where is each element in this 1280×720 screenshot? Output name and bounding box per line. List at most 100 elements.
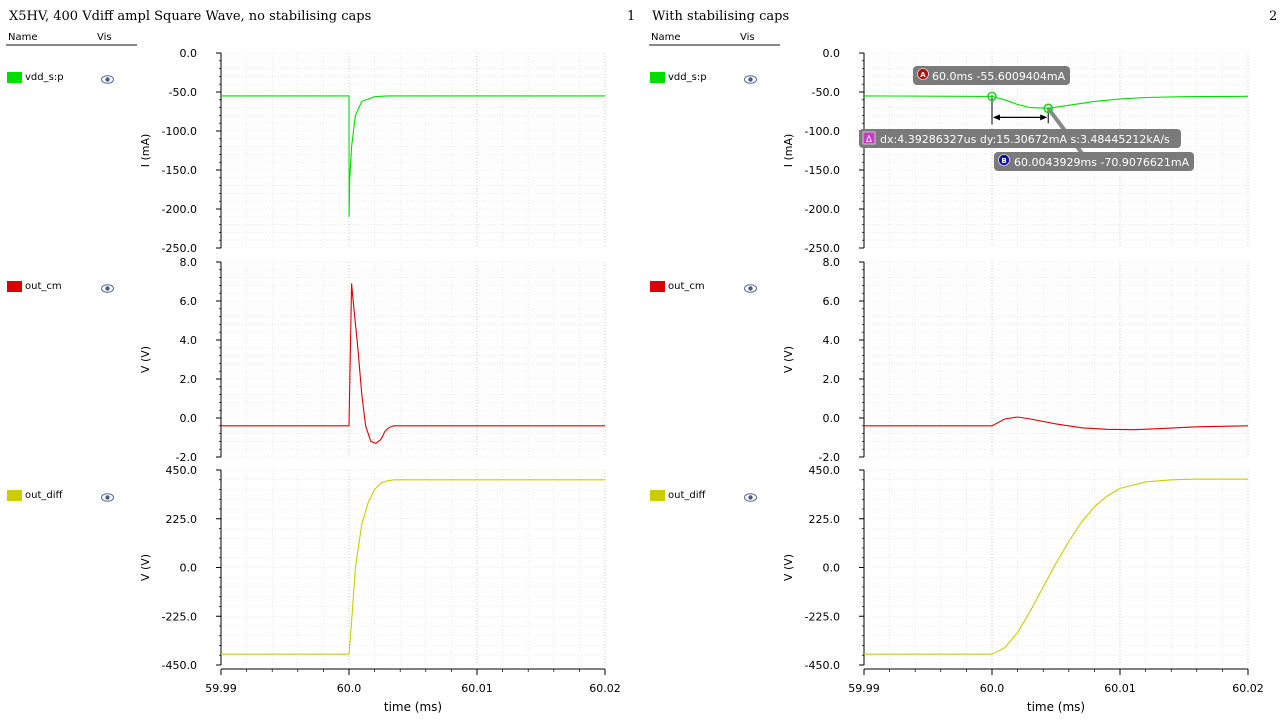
marker-b-label: 60.0043929ms -70.9076621mA [1014,156,1190,169]
legend-2-divider [649,44,780,46]
legend-2-vis-header: Vis [740,32,755,43]
legend-label: out_diff [668,490,706,501]
y-axis-label: V (V) [139,554,152,581]
x-tick-label: 60.01 [461,682,493,695]
y-tick-label: 0.0 [823,412,841,425]
y-tick-label: 4.0 [823,334,841,347]
delta-arrow-head-right [1040,114,1048,121]
y-tick-label: 450.0 [166,464,198,477]
legend-2-item-vdd[interactable]: vdd_s:p [650,72,707,83]
panel-2-number: 2 [1269,9,1278,24]
y-tick-label: -250.0 [805,242,840,255]
x-tick-label: 60.01 [1104,682,1136,695]
y-tick-label: 0.0 [823,47,841,60]
y-tick-label: 0.0 [180,47,198,60]
marker-a-badge [917,68,929,80]
y-tick-label: 8.0 [823,256,841,269]
y-axis-label: V (V) [782,554,795,581]
marker-b-dot [1047,107,1050,110]
panel-2-title: With stabilising caps [652,9,790,24]
legend-swatch [650,281,665,292]
x-tick-label: 60.0 [980,682,1005,695]
x-tick-label: 60.02 [1232,682,1264,695]
marker-b-badge [998,154,1010,166]
legend-1-item-outcm[interactable]: out_cm [7,281,62,292]
legend-1-item-vdd[interactable]: vdd_s:p [7,72,64,83]
waveform-trace [221,479,605,655]
y-tick-label: 6.0 [180,295,198,308]
y-axis-label: I (mA) [139,134,152,168]
delta-arrow-head-left [993,114,1000,121]
y-tick-label: -150.0 [162,164,197,177]
legend-swatch [650,72,665,83]
y-tick-label: 8.0 [180,256,198,269]
legend-swatch [7,281,22,292]
y-tick-label: 225.0 [809,513,841,526]
y-tick-label: -50.0 [169,86,197,99]
y-axis-label: I (mA) [782,134,795,168]
marker-a-point [987,91,997,102]
marker-a-dot [990,95,994,98]
delta-letter: Δ [866,135,873,145]
legend-2-item-outdiff[interactable]: out_diff [650,490,705,501]
eye-icon[interactable] [101,493,114,502]
marker-a-letter: A [920,71,926,79]
eye-icon[interactable] [744,493,757,502]
legend-swatch [7,490,22,501]
panel-1-title: X5HV, 400 Vdiff ampl Square Wave, no sta… [9,9,372,24]
delta-badge [862,131,876,145]
x-axis-label: time (ms) [384,700,442,714]
panel-1-number: 1 [627,9,636,24]
legend-1-vis-header: Vis [97,32,112,43]
y-tick-label: -225.0 [162,610,197,623]
y-tick-label: -2.0 [819,451,840,464]
legend-label: out_cm [25,281,62,292]
x-tick-label: 59.99 [205,682,237,695]
legend-2-name-header: Name [651,32,681,43]
legend-1-item-outdiff[interactable]: out_diff [7,490,62,501]
y-tick-label: -450.0 [162,659,197,672]
y-tick-label: -450.0 [805,659,840,672]
marker-b-label-box [994,152,1194,171]
waveform-trace [864,478,1248,655]
y-tick-label: 6.0 [823,295,841,308]
waveform-trace [221,95,605,217]
legend-2-item-outcm[interactable]: out_cm [650,281,705,292]
y-tick-label: 450.0 [809,464,841,477]
legend-label: vdd_s:p [25,72,64,83]
y-tick-label: -250.0 [162,242,197,255]
waveform-trace [863,95,1249,109]
y-tick-label: -200.0 [162,203,197,216]
legend-1-name-header: Name [8,32,38,43]
waveform-trace [864,416,1249,431]
y-tick-label: -200.0 [805,203,840,216]
y-tick-label: 0.0 [180,412,198,425]
x-tick-label: 60.02 [589,682,621,695]
y-tick-label: -100.0 [805,125,840,138]
y-axis-label: V (V) [782,346,795,373]
legend-label: out_diff [25,490,63,501]
y-tick-label: 0.0 [180,562,198,575]
y-tick-label: 2.0 [180,373,198,386]
legend-1-divider [6,44,137,46]
eye-icon[interactable] [101,284,114,293]
marker-b-letter: B [1001,157,1006,165]
y-tick-label: -2.0 [176,451,197,464]
y-tick-label: -100.0 [162,125,197,138]
eye-icon[interactable] [744,284,757,293]
y-tick-label: -150.0 [805,164,840,177]
marker-b-point [1043,103,1054,114]
marker-a-label-box [913,66,1070,85]
y-axis-label: V (V) [139,346,152,373]
eye-icon[interactable] [101,75,114,84]
y-tick-label: 0.0 [823,562,841,575]
legend-swatch [7,72,22,83]
x-tick-label: 60.0 [337,682,362,695]
marker-a-label: 60.0ms -55.6009404mA [932,70,1066,83]
eye-icon[interactable] [744,75,757,84]
y-tick-label: 225.0 [166,513,198,526]
legend-label: out_cm [668,281,705,292]
y-tick-label: 4.0 [180,334,198,347]
y-tick-label: -50.0 [812,86,840,99]
delta-label: dx:4.39286327us dy:15.30672mA s:3.484452… [880,133,1170,146]
